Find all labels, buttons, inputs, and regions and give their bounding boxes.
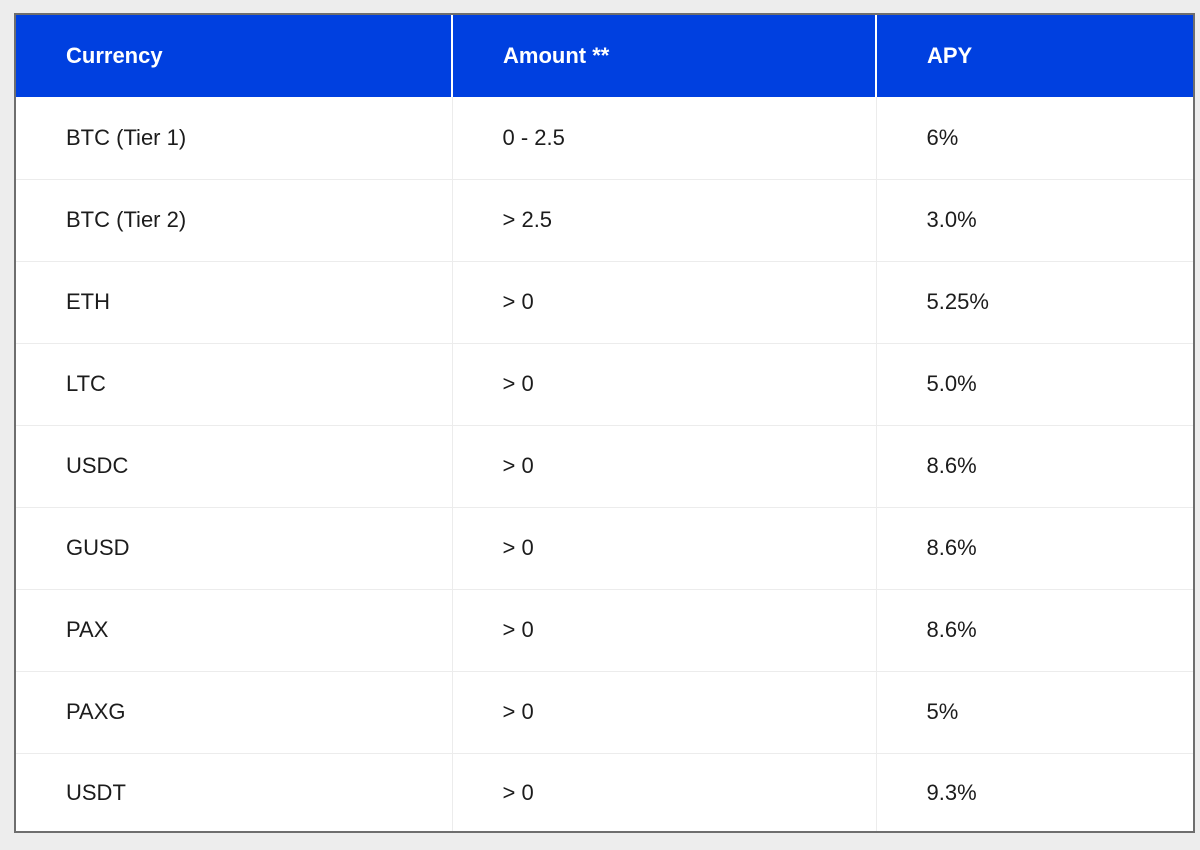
cell-amount: > 0: [451, 588, 876, 671]
cell-amount: > 0: [451, 260, 876, 343]
cell-amount: > 0: [451, 670, 876, 753]
table-row: ETH > 0 5.25%: [16, 260, 1193, 343]
cell-amount: > 0: [451, 342, 876, 425]
table-row: PAXG > 0 5%: [16, 670, 1193, 753]
cell-amount: > 2.5: [451, 178, 876, 261]
cell-apy: 8.6%: [875, 506, 1193, 589]
table-row: BTC (Tier 1) 0 - 2.5 6%: [16, 97, 1193, 179]
cell-amount: 0 - 2.5: [451, 97, 876, 179]
table-row: PAX > 0 8.6%: [16, 588, 1193, 671]
cell-amount: > 0: [451, 752, 876, 831]
cell-currency: USDC: [16, 424, 452, 507]
rates-table-frame: Currency Amount ** APY BTC (Tier 1) 0 - …: [14, 13, 1195, 833]
cell-apy: 5.0%: [875, 342, 1193, 425]
header-amount: Amount **: [451, 15, 876, 97]
cell-apy: 5%: [875, 670, 1193, 753]
cell-currency: USDT: [16, 752, 452, 831]
cell-apy: 8.6%: [875, 424, 1193, 507]
rates-table: Currency Amount ** APY BTC (Tier 1) 0 - …: [16, 15, 1193, 831]
cell-currency: GUSD: [16, 506, 452, 589]
cell-currency: ETH: [16, 260, 452, 343]
table-row: GUSD > 0 8.6%: [16, 506, 1193, 589]
header-currency: Currency: [66, 43, 163, 68]
table-row: LTC > 0 5.0%: [16, 342, 1193, 425]
cell-amount: > 0: [451, 506, 876, 589]
cell-currency: LTC: [16, 342, 452, 425]
table-row: BTC (Tier 2) > 2.5 3.0%: [16, 178, 1193, 261]
cell-apy: 9.3%: [875, 752, 1193, 831]
cell-currency: BTC (Tier 2): [16, 178, 452, 261]
table-row: USDT > 0 9.3%: [16, 752, 1193, 831]
cell-apy: 8.6%: [875, 588, 1193, 671]
cell-apy: 5.25%: [875, 260, 1193, 343]
table-header-row: Currency Amount ** APY: [16, 15, 1193, 97]
cell-currency: PAXG: [16, 670, 452, 753]
cell-currency: PAX: [16, 588, 452, 671]
header-apy: APY: [875, 15, 1193, 97]
table-row: USDC > 0 8.6%: [16, 424, 1193, 507]
cell-apy: 6%: [875, 97, 1193, 179]
cell-apy: 3.0%: [875, 178, 1193, 261]
cell-amount: > 0: [451, 424, 876, 507]
cell-currency: BTC (Tier 1): [66, 124, 187, 150]
